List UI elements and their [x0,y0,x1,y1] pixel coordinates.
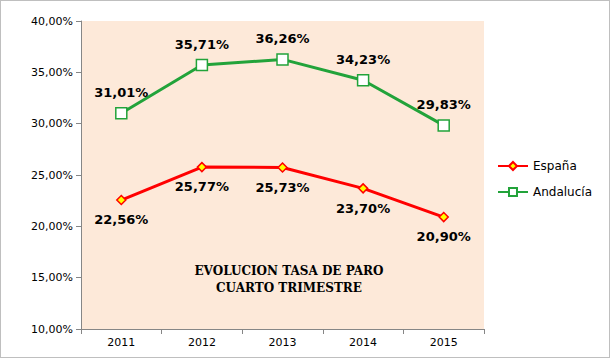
svg-text:36,26%: 36,26% [255,31,309,46]
svg-text:2012: 2012 [188,336,216,349]
svg-text:2015: 2015 [430,336,458,349]
svg-text:2014: 2014 [349,336,377,349]
svg-text:25,00%: 25,00% [31,169,73,182]
svg-text:29,83%: 29,83% [417,97,471,112]
svg-text:35,71%: 35,71% [175,37,229,52]
svg-text:31,01%: 31,01% [94,85,148,100]
svg-text:EVOLUCION TASA DE PARO: EVOLUCION TASA DE PARO [194,264,383,278]
svg-text:40,00%: 40,00% [31,15,73,28]
svg-text:España: España [533,159,577,173]
svg-text:15,00%: 15,00% [31,271,73,284]
svg-text:20,00%: 20,00% [31,220,73,233]
svg-text:23,70%: 23,70% [336,201,390,216]
svg-text:10,00%: 10,00% [31,323,73,336]
svg-text:2011: 2011 [107,336,135,349]
svg-text:34,23%: 34,23% [336,52,390,67]
svg-text:30,00%: 30,00% [31,117,73,130]
svg-text:25,73%: 25,73% [255,180,309,195]
svg-text:2013: 2013 [269,336,297,349]
svg-text:22,56%: 22,56% [94,212,148,227]
svg-text:20,90%: 20,90% [417,229,471,244]
svg-text:25,77%: 25,77% [175,179,229,194]
svg-text:Andalucía: Andalucía [533,185,592,199]
svg-text:CUARTO TRIMESTRE: CUARTO TRIMESTRE [216,281,362,295]
svg-text:35,00%: 35,00% [31,66,73,79]
